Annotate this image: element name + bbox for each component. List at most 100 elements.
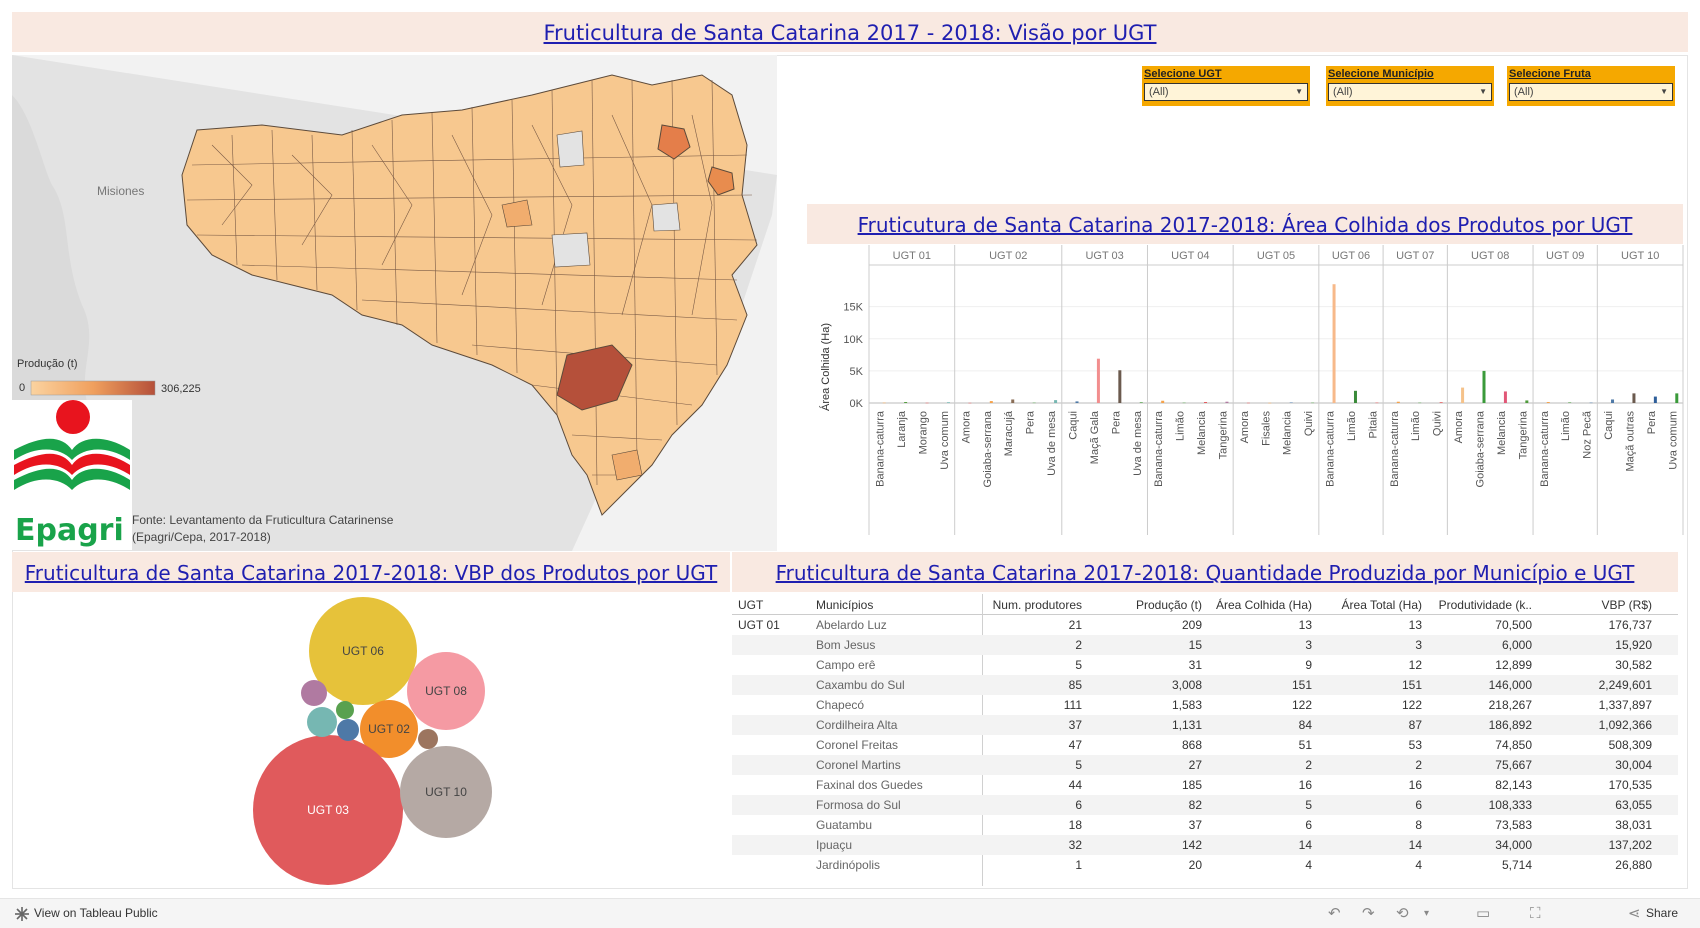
col-header-vbp[interactable]: VBP (R$) <box>1601 598 1652 612</box>
bar[interactable] <box>882 402 886 404</box>
bar[interactable] <box>1375 402 1379 404</box>
municipality-table[interactable]: UGT Municípios Num. produtores Produção … <box>732 594 1678 886</box>
cell-municipio: Coronel Freitas <box>816 738 899 752</box>
bar[interactable] <box>1482 370 1486 403</box>
bar[interactable] <box>1139 402 1143 403</box>
bar[interactable] <box>1653 396 1657 403</box>
highlight-municipality-east[interactable] <box>707 166 735 196</box>
table-row[interactable]: Campo erê 5 31 9 12 12,899 30,582 <box>732 655 1678 675</box>
bar[interactable] <box>904 402 908 403</box>
view-on-tableau-link[interactable]: View on Tableau Public <box>34 906 158 920</box>
bar[interactable] <box>1353 390 1357 403</box>
col-header-produtores[interactable]: Num. produtores <box>992 598 1082 612</box>
pause-icon[interactable]: ▾ <box>1424 908 1430 919</box>
bubble-ugt-03[interactable] <box>253 735 403 885</box>
col-header-producao[interactable]: Produção (t) <box>1135 598 1202 612</box>
table-row[interactable]: Jardinópolis 1 20 4 4 5,714 26,880 <box>732 855 1678 875</box>
bar[interactable] <box>1418 402 1422 404</box>
bar[interactable] <box>1161 400 1165 403</box>
area-chart-svg[interactable]: Área Colhida (Ha) 15K 10K 5K 0K UGT 01 Banan… <box>807 245 1687 535</box>
bar[interactable] <box>1032 402 1036 404</box>
fullscreen-icon[interactable]: ⛶ <box>1530 904 1541 922</box>
redo-icon[interactable]: ↷ <box>1362 904 1375 922</box>
bubble-canvas[interactable]: UGT 06 UGT 08 UGT 02 UGT 03 UGT 10 <box>12 594 730 888</box>
highlight-municipality-high[interactable] <box>556 344 633 411</box>
bar[interactable] <box>1568 402 1572 403</box>
bar[interactable] <box>925 402 929 404</box>
bar[interactable] <box>946 402 950 403</box>
table-row[interactable]: Guatambu 18 37 6 8 73,583 38,031 <box>732 815 1678 835</box>
col-header-ugt[interactable]: UGT <box>738 598 764 612</box>
table-title[interactable]: Fruticultura de Santa Catarina 2017-2018… <box>732 552 1678 592</box>
table-row[interactable]: Formosa do Sul 6 82 5 6 108,333 63,055 <box>732 795 1678 815</box>
bar[interactable] <box>1546 402 1550 403</box>
bar[interactable] <box>1675 393 1679 403</box>
choropleth-map[interactable]: Misiones Produção (t) 0 306,225 Epagri F… <box>12 55 777 551</box>
bar[interactable] <box>1182 402 1186 404</box>
municipality-south[interactable] <box>611 449 643 481</box>
table-row[interactable]: Faxinal dos Guedes 44 185 16 16 82,143 170,535 <box>732 775 1678 795</box>
bar[interactable] <box>1225 401 1229 403</box>
cell-value: 218,267 <box>1488 698 1532 712</box>
bar[interactable] <box>1268 402 1272 404</box>
table-row[interactable]: Coronel Martins 5 27 2 2 75,667 30,004 <box>732 755 1678 775</box>
bar[interactable] <box>1461 387 1465 403</box>
table-row[interactable]: Bom Jesus 2 15 3 3 6,000 15,920 <box>732 635 1678 655</box>
bubble-small[interactable] <box>337 719 359 741</box>
table-row[interactable]: Coronel Freitas 47 868 51 53 74,850 508,309 <box>732 735 1678 755</box>
table-row[interactable]: Ipuaçu 32 142 14 14 34,000 137,202 <box>732 835 1678 855</box>
bar[interactable] <box>1503 391 1507 403</box>
bubble-ugt-06[interactable] <box>309 597 417 705</box>
bubble-small[interactable] <box>418 729 438 749</box>
filter-fruta-dropdown[interactable]: (All) ▼ <box>1509 83 1673 101</box>
bar[interactable] <box>1311 402 1315 404</box>
undo-icon[interactable]: ↶ <box>1328 904 1341 922</box>
bar[interactable] <box>1439 402 1443 403</box>
bar[interactable] <box>1632 393 1636 403</box>
bar[interactable] <box>1525 400 1529 403</box>
santa-catarina-state[interactable] <box>181 74 758 516</box>
bubble-ugt-08[interactable] <box>407 652 485 730</box>
filter-municipio-dropdown[interactable]: (All) ▼ <box>1328 83 1492 101</box>
bubble-small[interactable] <box>336 701 354 719</box>
bubble-small[interactable] <box>307 707 337 737</box>
table-row[interactable]: Caxambu do Sul 85 3,008 151 151 146,000 2,249,… <box>732 675 1678 695</box>
table-row[interactable]: Chapecó 111 1,583 122 122 218,267 1,337,897 <box>732 695 1678 715</box>
area-chart[interactable]: Área Colhida (Ha) 15K 10K 5K 0K UGT 01 Banan… <box>807 245 1687 535</box>
bar[interactable] <box>1289 402 1293 403</box>
bar[interactable] <box>1118 370 1122 403</box>
bar[interactable] <box>1589 402 1593 404</box>
vbp-chart-title[interactable]: Fruticultura de Santa Catarina 2017-2018… <box>12 552 730 592</box>
highlight-municipality-north[interactable] <box>657 124 691 160</box>
bar[interactable] <box>1075 401 1079 403</box>
bar[interactable] <box>1204 402 1208 403</box>
area-chart-title[interactable]: Fruticutura de Santa Catarina 2017-2018:… <box>807 204 1683 244</box>
bar[interactable] <box>1096 358 1100 403</box>
bar[interactable] <box>1054 400 1058 403</box>
vbp-bubble-chart[interactable]: UGT 06 UGT 08 UGT 02 UGT 03 UGT 10 <box>12 594 730 888</box>
bubble-small[interactable] <box>301 680 327 706</box>
col-header-municipios[interactable]: Municípios <box>816 598 874 612</box>
share-icon[interactable]: ⋖ <box>1628 904 1641 922</box>
col-header-area-colhida[interactable]: Área Colhida (Ha) <box>1215 598 1312 612</box>
revert-icon[interactable]: ⟲ <box>1396 904 1409 922</box>
filter-ugt-dropdown[interactable]: (All) ▼ <box>1144 83 1308 101</box>
bar[interactable] <box>1611 399 1615 403</box>
dashboard-title[interactable]: Fruticultura de Santa Catarina 2017 - 20… <box>12 12 1688 52</box>
col-header-produtividade[interactable]: Produtividade (k.. <box>1438 598 1532 612</box>
col-header-area-total[interactable]: Área Total (Ha) <box>1341 598 1422 612</box>
bubble-ugt-10[interactable] <box>400 746 492 838</box>
table-row[interactable]: Cordilheira Alta 37 1,131 84 87 186,892 1,092,… <box>732 715 1678 735</box>
bar[interactable] <box>1246 402 1250 404</box>
table-row[interactable]: Abelardo Luz 21 209 13 13 70,500 176,737 <box>732 615 1678 635</box>
share-button[interactable]: Share <box>1646 906 1679 920</box>
bubble-ugt-02[interactable] <box>360 700 418 758</box>
device-preview-icon[interactable]: ▭ <box>1476 904 1491 922</box>
municipality-mid[interactable] <box>501 199 533 228</box>
bar[interactable] <box>989 401 993 403</box>
map-canvas[interactable]: Misiones Produção (t) 0 306,225 Epagri F… <box>12 55 777 551</box>
bar[interactable] <box>1396 401 1400 403</box>
bar[interactable] <box>1011 399 1015 403</box>
bar[interactable] <box>968 402 972 404</box>
bar[interactable] <box>1332 284 1336 403</box>
